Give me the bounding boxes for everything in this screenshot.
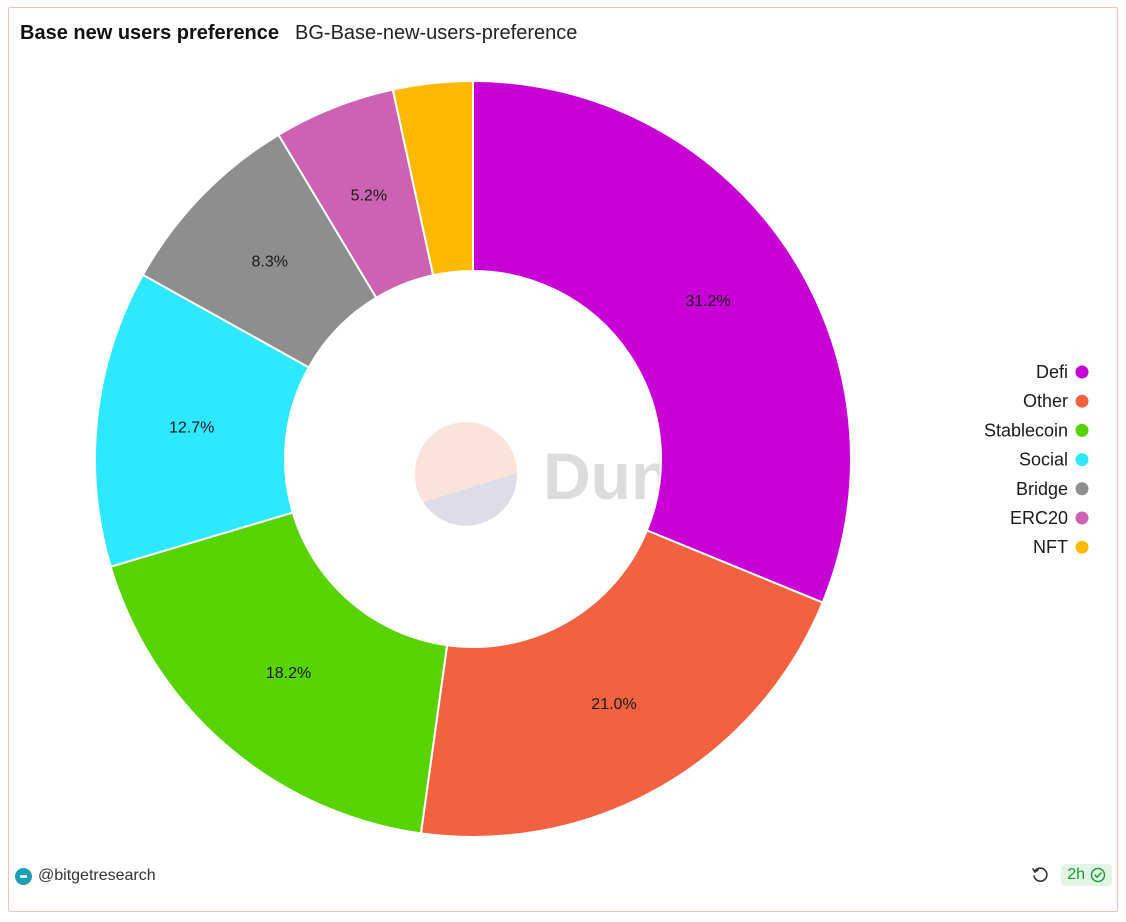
- legend-swatch: [1075, 365, 1089, 379]
- legend-swatch: [1075, 482, 1089, 496]
- legend-swatch: [1075, 423, 1089, 437]
- dune-logo-fill-icon: [414, 473, 517, 502]
- legend-item-social[interactable]: Social: [1019, 450, 1089, 470]
- legend-label: Defi: [1036, 362, 1068, 382]
- slice-stablecoin[interactable]: [109, 511, 449, 835]
- slice-label-stablecoin: 18.2%: [266, 665, 311, 682]
- footer-controls: 2h: [1029, 864, 1112, 886]
- age-badge: 2h: [1061, 864, 1112, 886]
- legend-label: Stablecoin: [984, 420, 1068, 440]
- slice-label-erc20: 5.2%: [351, 187, 387, 204]
- refresh-icon[interactable]: [1029, 864, 1051, 886]
- legend-swatch: [1075, 511, 1089, 525]
- legend-item-nft[interactable]: NFT: [1033, 537, 1089, 557]
- slice-label-social: 12.7%: [169, 419, 214, 436]
- legend-label: Bridge: [1016, 479, 1068, 499]
- chart-legend: Defi Other Stablecoin Social Bridge ERC20 NFT: [984, 362, 1089, 557]
- legend-swatch: [1075, 540, 1089, 554]
- slice-social[interactable]: [94, 273, 311, 568]
- legend-swatch: [1075, 453, 1089, 467]
- legend-swatch: [1075, 394, 1089, 408]
- dune-logo-top-icon: [415, 422, 517, 473]
- chart-subtitle: BG-Base-new-users-preference: [295, 22, 578, 44]
- slice-label-other: 21.0%: [591, 696, 636, 713]
- chart-title: Base new users preference: [20, 22, 280, 44]
- slice-other[interactable]: [419, 529, 824, 838]
- age-badge-label: 2h: [1067, 866, 1085, 883]
- author-tag[interactable]: @bitgetresearch: [15, 867, 156, 885]
- author-avatar: [15, 867, 32, 885]
- legend-label: Social: [1019, 450, 1068, 470]
- legend-item-defi[interactable]: Defi: [1036, 362, 1089, 382]
- chart-header: Base new users preference BG-Base-new-us…: [20, 22, 577, 45]
- slice-defi[interactable]: [472, 79, 852, 604]
- legend-item-other[interactable]: Other: [1023, 391, 1089, 411]
- legend-label: NFT: [1033, 537, 1068, 557]
- legend-item-stablecoin[interactable]: Stablecoin: [984, 420, 1089, 440]
- legend-label: Other: [1023, 391, 1068, 411]
- legend-item-bridge[interactable]: Bridge: [1016, 479, 1089, 499]
- slice-nft[interactable]: [391, 79, 474, 277]
- legend-item-erc20[interactable]: ERC20: [1010, 508, 1089, 528]
- dune-logo-bottom-icon: [423, 473, 518, 526]
- legend-label: ERC20: [1010, 508, 1068, 528]
- verified-check-icon: [1090, 867, 1106, 883]
- slice-label-bridge: 8.3%: [252, 254, 288, 271]
- author-name: @bitgetresearch: [38, 867, 156, 884]
- slice-label-defi: 31.2%: [685, 293, 730, 310]
